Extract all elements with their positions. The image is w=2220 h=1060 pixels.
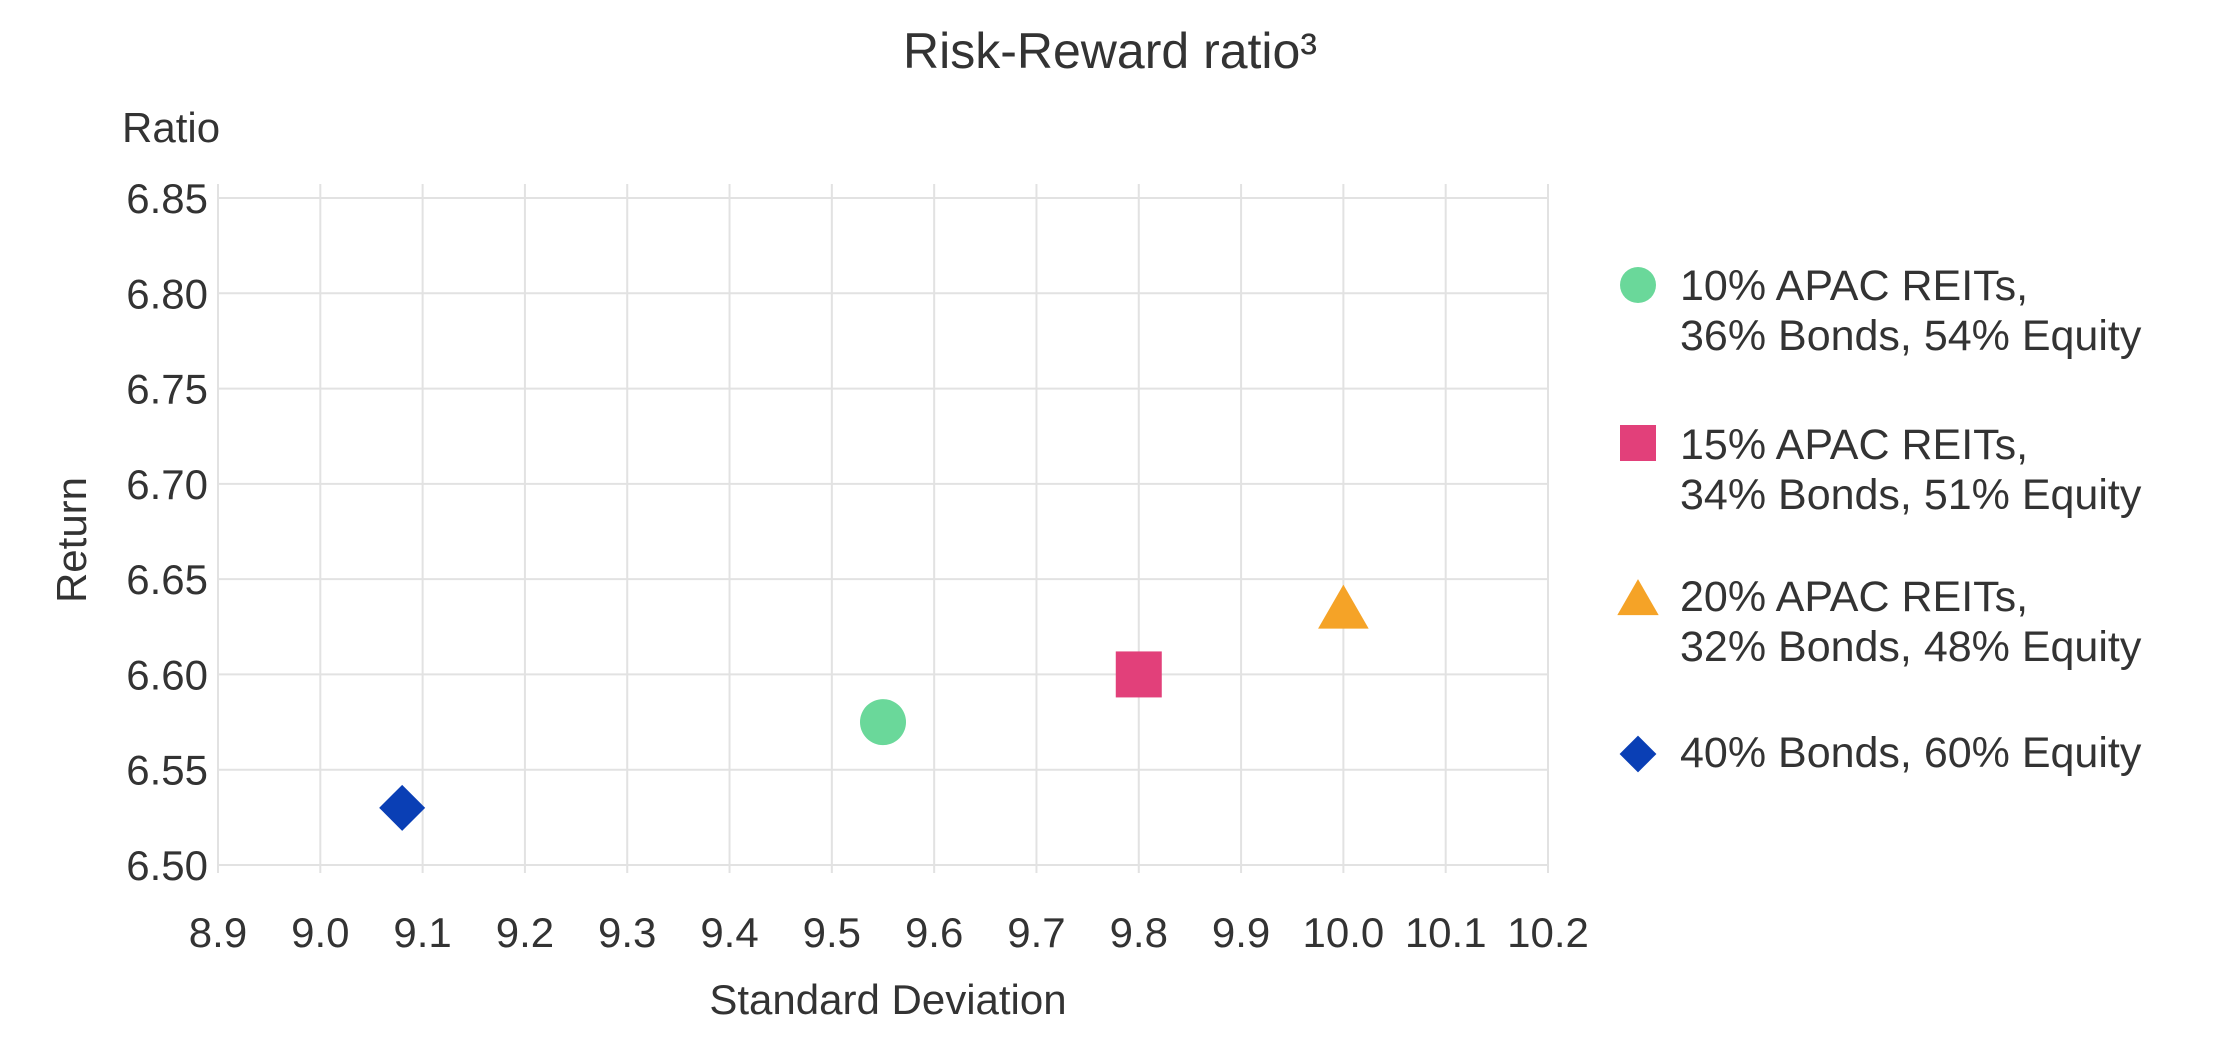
- data-point-triangle: [1318, 584, 1369, 629]
- y-axis-label: Return: [48, 477, 95, 603]
- data-point-diamond: [379, 784, 426, 831]
- x-tick-label: 9.7: [1007, 909, 1065, 956]
- x-tick-label: 9.0: [291, 909, 349, 956]
- legend-label: 20% APAC REITs,: [1680, 573, 2028, 621]
- data-point-square: [1115, 651, 1162, 698]
- y-tick-label: 6.80: [126, 270, 208, 317]
- x-tick-label: 10.1: [1405, 909, 1487, 956]
- y-tick-label: 6.50: [126, 842, 208, 889]
- legend-label: 40% Bonds, 60% Equity: [1680, 729, 2142, 777]
- x-tick-labels: 8.9 9.0 9.1 9.2 9.3 9.4 9.5 9.6 9.7 9.8 9.9 10.0 10.…: [189, 909, 1589, 956]
- y-tick-label: 6.70: [126, 461, 208, 508]
- data-point-circle: [860, 699, 906, 746]
- legend-label: 34% Bonds, 51% Equity: [1680, 471, 2142, 519]
- legend-label: 15% APAC REITs,: [1680, 421, 2028, 469]
- x-tick-label: 9.2: [496, 909, 554, 956]
- x-tick-label: 9.4: [700, 909, 758, 956]
- y-tick-label: 6.85: [126, 175, 208, 222]
- legend-marker-circle: [1620, 267, 1656, 303]
- legend-item: 40% Bonds, 60% Equity: [1619, 729, 2142, 777]
- legend-item: 15% APAC REITs,34% Bonds, 51% Equity: [1620, 421, 2142, 519]
- legend-label: 10% APAC REITs,: [1680, 262, 2028, 310]
- legend: 10% APAC REITs,36% Bonds, 54% Equity 15% …: [1617, 262, 2142, 777]
- x-axis-label: Standard Deviation: [709, 976, 1066, 1023]
- y-tick-label: 6.75: [126, 366, 208, 413]
- y-tick-label: 6.55: [126, 747, 208, 794]
- y-unit-label: Ratio: [122, 104, 220, 151]
- x-tick-label: 9.5: [803, 909, 861, 956]
- x-tick-label: 9.9: [1212, 909, 1270, 956]
- x-tick-label: 9.8: [1110, 909, 1168, 956]
- gridlines: [217, 184, 1549, 873]
- chart-title: Risk-Reward ratio³: [903, 23, 1317, 79]
- legend-item: 20% APAC REITs,32% Bonds, 48% Equity: [1617, 573, 2142, 671]
- legend-marker-square: [1620, 425, 1656, 461]
- x-tick-label: 8.9: [189, 909, 247, 956]
- x-tick-label: 9.3: [598, 909, 656, 956]
- legend-label: 32% Bonds, 48% Equity: [1680, 623, 2142, 671]
- y-tick-label: 6.65: [126, 556, 208, 603]
- data-points: [379, 584, 1369, 831]
- legend-label: 36% Bonds, 54% Equity: [1680, 312, 2142, 360]
- x-tick-label: 10.2: [1507, 909, 1589, 956]
- y-tick-labels: 6.85 6.80 6.75 6.70 6.65 6.60 6.55 6.50: [126, 175, 208, 889]
- x-tick-label: 9.1: [393, 909, 451, 956]
- legend-marker-triangle: [1617, 579, 1659, 616]
- legend-item: 10% APAC REITs,36% Bonds, 54% Equity: [1620, 262, 2142, 360]
- y-tick-label: 6.60: [126, 651, 208, 698]
- x-tick-label: 10.0: [1303, 909, 1385, 956]
- legend-marker-diamond: [1619, 735, 1657, 773]
- x-tick-label: 9.6: [905, 909, 963, 956]
